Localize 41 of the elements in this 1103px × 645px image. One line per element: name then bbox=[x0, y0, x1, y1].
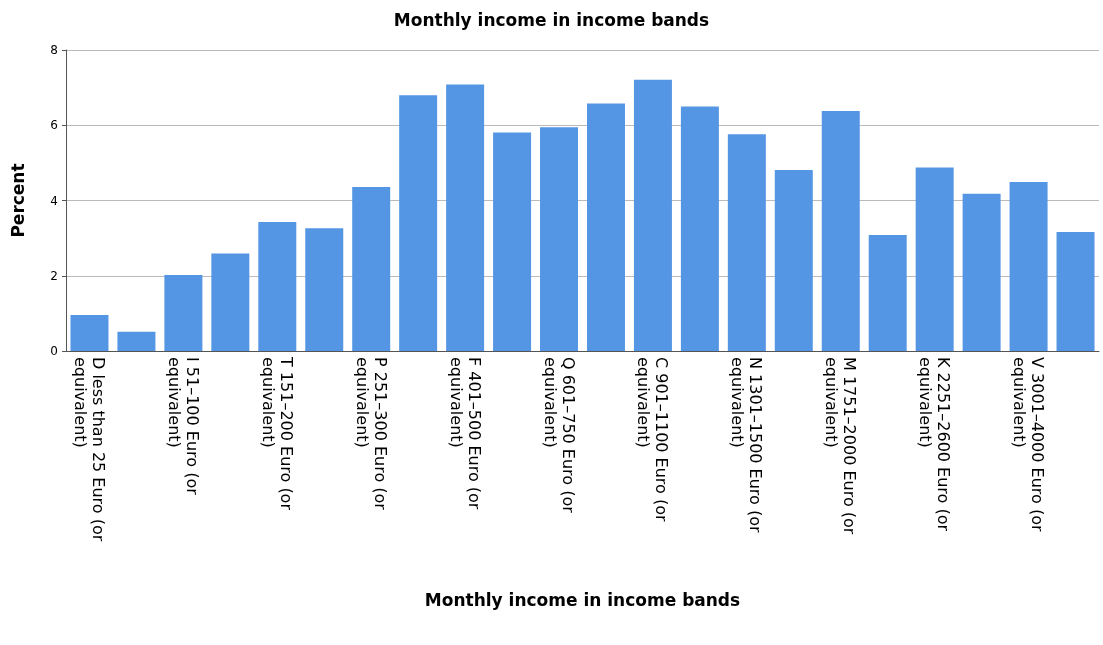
y-axis-title: Percent bbox=[7, 163, 28, 238]
x-tick-label: C 901–1100 Euro (or equivalent) bbox=[634, 357, 672, 527]
x-tick-label: I 51–100 Euro (or equivalent) bbox=[164, 357, 202, 500]
y-tick-label: 4 bbox=[50, 193, 58, 208]
x-tick-label: M 1751–2000 Euro (or equivalent) bbox=[822, 357, 860, 540]
bar bbox=[868, 235, 907, 351]
bar bbox=[1009, 182, 1048, 351]
bar bbox=[70, 314, 109, 351]
x-tick-label: F 401–500 Euro (or equivalent) bbox=[446, 357, 484, 515]
bar bbox=[352, 186, 391, 351]
x-tick-label: Q 601–750 Euro (or equivalent) bbox=[540, 357, 578, 518]
y-tick-label: 8 bbox=[50, 43, 58, 57]
bar bbox=[164, 275, 203, 351]
x-tick-label: D less than 25 Euro (or equivalent) bbox=[70, 357, 108, 547]
bar bbox=[446, 84, 485, 351]
x-tick-label: N 1301–1500 Euro (or equivalent) bbox=[728, 357, 766, 538]
x-tick-label: T 151–200 Euro (or equivalent) bbox=[258, 356, 296, 516]
x-tick-label: V 3001–4000 Euro (or equivalent) bbox=[1010, 357, 1048, 537]
bar bbox=[493, 132, 532, 351]
y-tick-label: 0 bbox=[50, 344, 58, 358]
y-tick-label: 2 bbox=[50, 268, 58, 283]
y-tick-label: 6 bbox=[50, 118, 58, 133]
x-axis-title: Monthly income in income bands bbox=[424, 589, 741, 610]
bar bbox=[962, 193, 1001, 351]
x-tick-label: K 2251–2600 Euro (or equivalent) bbox=[916, 357, 954, 537]
bar bbox=[258, 221, 297, 351]
bar bbox=[680, 106, 719, 351]
bar bbox=[117, 331, 156, 351]
x-tick-label: P 251–300 Euro (or equivalent) bbox=[352, 357, 390, 515]
bar bbox=[211, 253, 250, 351]
bar bbox=[727, 134, 766, 351]
bar bbox=[1056, 232, 1095, 351]
bar bbox=[633, 79, 672, 351]
bar bbox=[774, 170, 813, 351]
bar bbox=[399, 95, 438, 351]
bar bbox=[821, 110, 860, 351]
bar bbox=[305, 228, 344, 351]
bar bbox=[915, 167, 954, 351]
bar bbox=[540, 127, 579, 351]
chart-title: Monthly income in income bands bbox=[393, 9, 710, 30]
bar bbox=[586, 103, 625, 351]
